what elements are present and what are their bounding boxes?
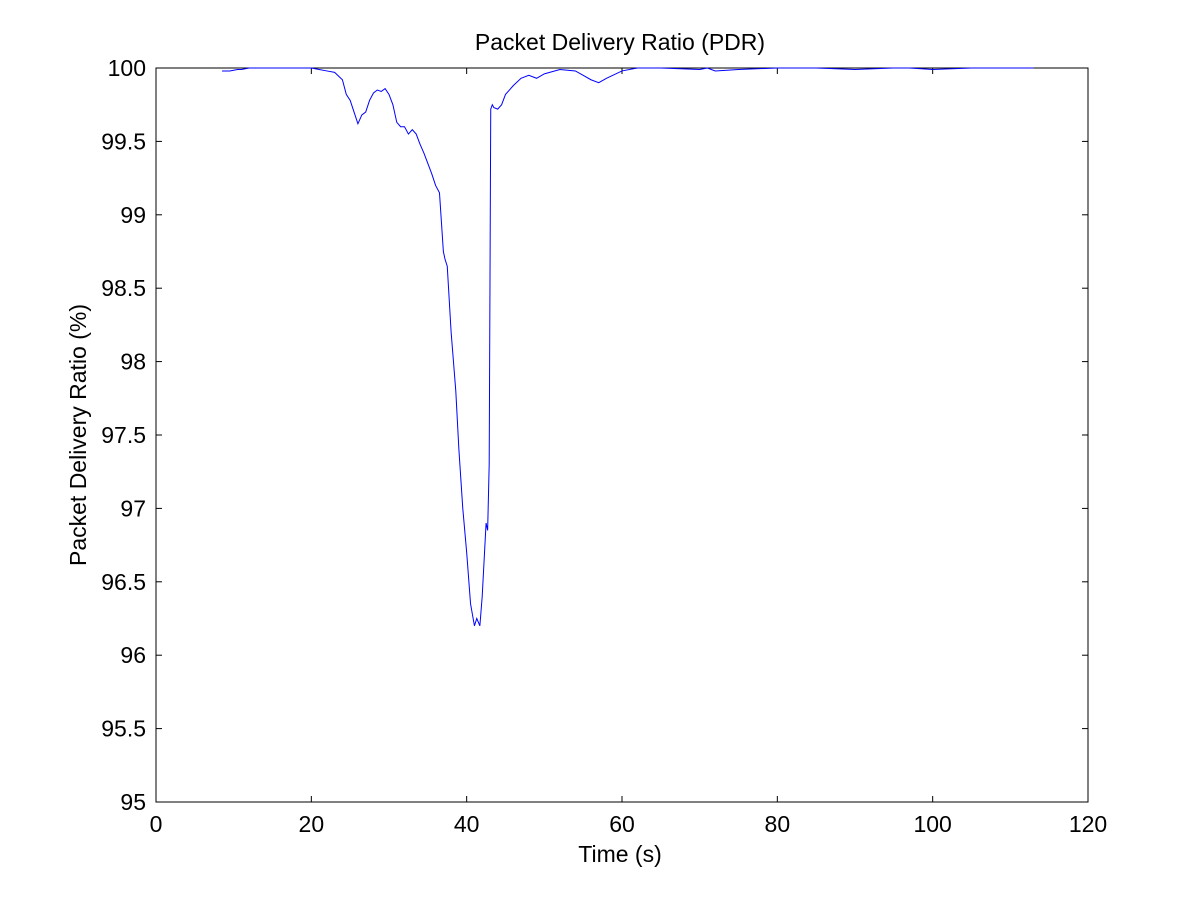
y-tick-label: 98 [120, 349, 146, 375]
y-tick-label: 96 [120, 642, 146, 668]
y-tick-label: 95 [120, 789, 146, 815]
y-tick-label: 97.5 [101, 422, 146, 448]
chart-title: Packet Delivery Ratio (PDR) [475, 29, 765, 55]
x-tick-label: 0 [150, 811, 163, 837]
axis-ticks: 0 20 40 60 80 100 120 95 95.5 96 96.5 97 97.5 98 98.5 9… [101, 55, 1107, 837]
x-tick-label: 100 [913, 811, 951, 837]
plot-area: 0 20 40 60 80 100 120 95 95.5 96 96.5 97 97.5 98 98.5 9… [101, 55, 1107, 837]
y-tick-label: 99.5 [101, 128, 146, 154]
x-tick-label: 80 [765, 811, 791, 837]
pdr-series-line [222, 67, 1034, 627]
y-tick-label: 99 [120, 202, 146, 228]
x-axis-label: Time (s) [578, 841, 661, 867]
y-tick-label: 100 [108, 55, 146, 81]
y-tick-label: 98.5 [101, 275, 146, 301]
x-tick-label: 20 [299, 811, 325, 837]
y-tick-label: 95.5 [101, 716, 146, 742]
y-tick-label: 96.5 [101, 569, 146, 595]
plot-frame [155, 67, 1089, 803]
x-tick-label: 40 [454, 811, 480, 837]
y-axis-label: Packet Delivery Ratio (%) [65, 304, 91, 566]
y-tick-label: 97 [120, 495, 146, 521]
x-tick-label: 120 [1069, 811, 1107, 837]
x-tick-label: 60 [609, 811, 635, 837]
